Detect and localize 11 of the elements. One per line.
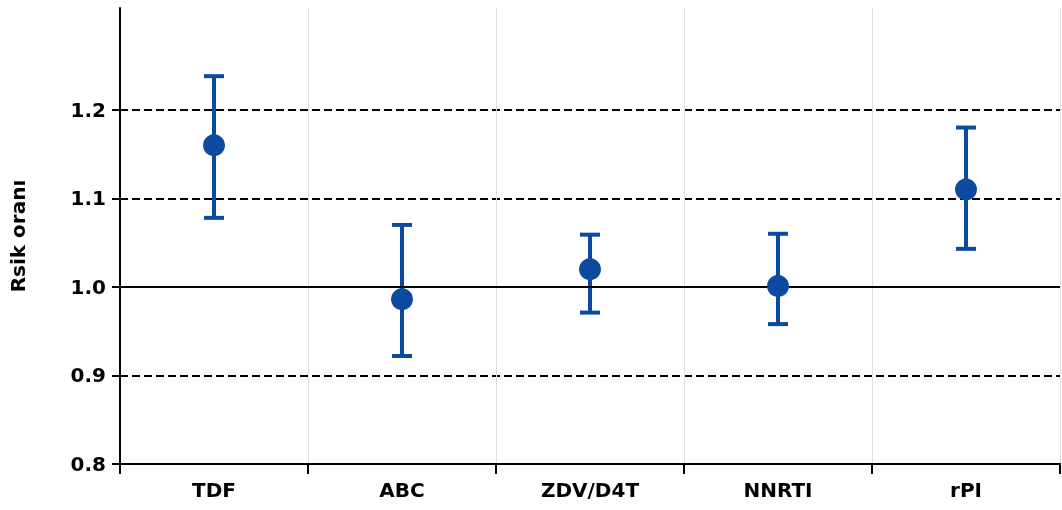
y-tick-label: 0.9 <box>70 363 106 388</box>
x-tick-label: ZDV/D4T <box>540 478 640 502</box>
y-tick-label: 1.2 <box>70 97 106 122</box>
y-tick-label: 1.0 <box>70 274 106 299</box>
y-tick-label: 1.1 <box>70 186 106 211</box>
y-tick-label: 0.8 <box>70 452 106 476</box>
y-axis-title: Rsik oranı <box>6 179 30 293</box>
x-tick-label: TDF <box>192 478 236 502</box>
x-tick-label: NNRTI <box>743 478 813 502</box>
x-tick-label: ABC <box>379 478 425 502</box>
x-tick-label: rPI <box>950 478 982 502</box>
